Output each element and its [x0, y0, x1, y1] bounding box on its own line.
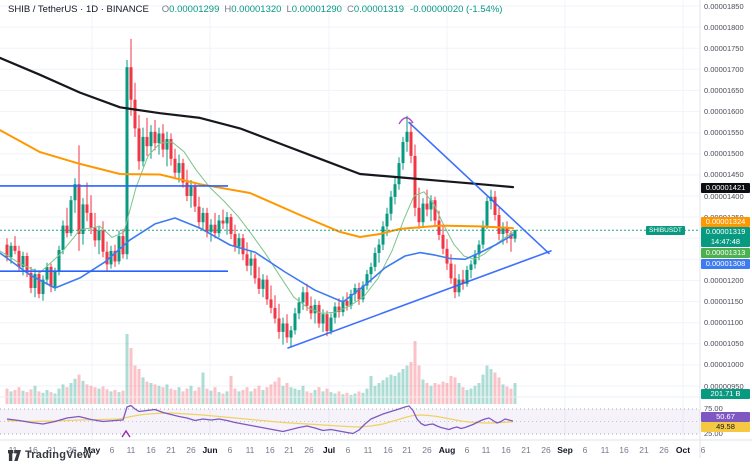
- price-axis-label: 0.00001800: [704, 22, 744, 32]
- tradingview-logo-text: TradingView: [25, 449, 92, 461]
- time-axis-label: 26: [186, 445, 196, 455]
- time-axis-label: 16: [383, 445, 393, 455]
- time-axis-label: Sep: [557, 445, 573, 455]
- time-axis-label: Aug: [438, 445, 456, 455]
- time-axis-label: Jul: [322, 445, 336, 455]
- time-axis-label: 6: [582, 445, 588, 455]
- time-axis-label: 6: [345, 445, 351, 455]
- time-axis-label: 21: [284, 445, 294, 455]
- volume-value-tag: 201.71 B: [701, 389, 750, 399]
- time-axis-label: 26: [67, 445, 77, 455]
- price-axis-label: 0.00001050: [704, 339, 744, 349]
- time-axis-label: 21: [166, 445, 176, 455]
- time-axis-label: 21: [402, 445, 412, 455]
- time-axis-label: 6: [464, 445, 470, 455]
- price-axis-label: 0.00001150: [704, 297, 744, 307]
- price-axis-label: 0.00001500: [704, 149, 744, 159]
- time-axis-label: 6: [109, 445, 115, 455]
- time-axis-label: 16: [28, 445, 38, 455]
- price-axis-label: 0.00000950: [704, 381, 744, 391]
- ma100-price-tag: 0.00001324: [701, 217, 750, 227]
- time-axis-label: 26: [659, 445, 669, 455]
- ohlc-close-key: C: [346, 4, 354, 15]
- ohlc-high-key: H: [224, 4, 232, 15]
- time-axis-label: 21: [521, 445, 531, 455]
- time-axis-label: 6: [700, 445, 706, 455]
- time-axis-label: 6: [227, 445, 233, 455]
- price-change: -0.00000020 (-1.54%): [410, 4, 503, 15]
- ohlc-open-key: O: [161, 4, 170, 15]
- ma50-price-tag: 0.00001308: [701, 259, 750, 269]
- ohlc-low-key: L: [286, 4, 292, 15]
- time-axis-label: 26: [541, 445, 551, 455]
- rsi-axis-label: 25.00: [704, 429, 723, 438]
- ma200-price-tag: 0.00001421: [701, 183, 750, 193]
- last-price-countdown-tag: 0.00001319 14:47:48: [701, 227, 750, 247]
- tradingview-logo[interactable]: TradingView: [8, 449, 92, 461]
- time-axis-label: 16: [501, 445, 511, 455]
- ma20-price-tag: 0.00001313: [701, 248, 750, 258]
- time-axis-label: 16: [619, 445, 629, 455]
- price-axis-label: 0.00001550: [704, 128, 744, 138]
- rsi-value-tag: 50.67: [701, 412, 750, 422]
- price-axis-label: 0.00001450: [704, 170, 744, 180]
- symbol-price-line-tag: SHIBUSDT: [646, 225, 685, 235]
- time-axis-label: 11: [126, 445, 136, 455]
- rsi-axis-label: 75.00: [704, 404, 723, 413]
- price-axis-label: 0.00001750: [704, 43, 744, 53]
- price-axis-label: 0.00001400: [704, 191, 744, 201]
- time-axis-label: 11: [363, 445, 373, 455]
- time-axis-label: 11: [600, 445, 610, 455]
- time-axis-label: 16: [265, 445, 275, 455]
- price-axis-label: 0.00001100: [704, 318, 744, 328]
- time-axis-label: 26: [304, 445, 314, 455]
- time-axis-label: Oct: [675, 445, 691, 455]
- rsi-ma-value-tag: 49.58: [701, 422, 750, 432]
- symbol-description[interactable]: SHIB / TetherUS · 1D · BINANCE: [8, 4, 149, 15]
- ohlc-close-value: 0.00001319: [353, 4, 405, 15]
- price-axis-label: 0.00001700: [704, 64, 744, 74]
- time-axis-label: 11: [481, 445, 491, 455]
- ohlc-open-value: 0.00001299: [169, 4, 220, 15]
- price-axis-label: 0.00001200: [704, 275, 744, 285]
- time-axis-label: Jun: [202, 445, 218, 455]
- price-axis-label: 0.00001650: [704, 85, 744, 95]
- price-axis-label: 0.00001600: [704, 107, 744, 117]
- time-axis-label: 16: [146, 445, 156, 455]
- legend: SHIB / TetherUS · 1D · BINANCE O 0.000012…: [8, 4, 502, 15]
- time-axis-label: 21: [639, 445, 649, 455]
- time-axis-label: 26: [422, 445, 432, 455]
- price-axis-label: 0.00001000: [704, 360, 744, 370]
- tradingview-logo-icon: [8, 449, 21, 461]
- time-axis-label: 11: [245, 445, 255, 455]
- ohlc-high-value: 0.00001320: [231, 4, 282, 15]
- price-axis-label: 0.00001850: [704, 1, 744, 11]
- time-axis-label: 21: [47, 445, 57, 455]
- countdown-text: 14:47:48: [710, 237, 741, 246]
- time-axis-label: May: [83, 445, 101, 455]
- ohlc-low-value: 0.00001290: [291, 4, 342, 15]
